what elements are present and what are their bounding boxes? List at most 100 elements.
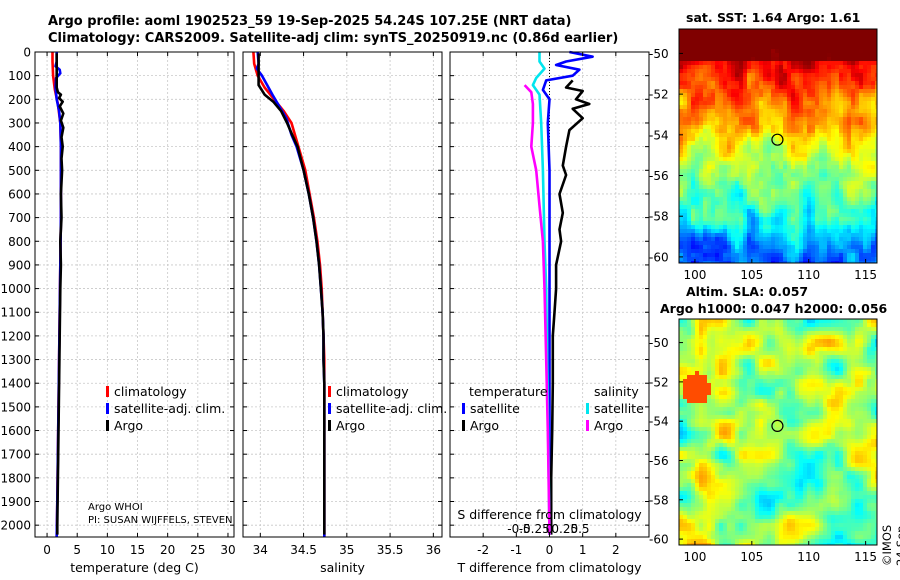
map-cell [875, 335, 877, 340]
map-cell [703, 335, 708, 340]
map-cell [863, 435, 868, 440]
x-tick-label: 1 [579, 543, 587, 557]
map-cell [687, 367, 692, 372]
map-cell [751, 141, 756, 146]
map-cell [715, 153, 720, 158]
map-cell [863, 403, 868, 408]
map-cell [859, 451, 864, 456]
map-cell [855, 65, 860, 70]
map-cell [819, 391, 824, 396]
map-cell [859, 423, 864, 428]
map-cell [699, 129, 704, 134]
map-cell [695, 65, 700, 70]
map-cell [679, 157, 684, 162]
map-cell [687, 93, 692, 98]
map-cell [683, 395, 688, 400]
map-cell [763, 343, 768, 348]
map-cell [707, 185, 712, 190]
map-cell [751, 61, 756, 66]
map-cell [711, 217, 716, 222]
map-cell [855, 49, 860, 54]
map-cell [831, 419, 836, 424]
map-cell [719, 339, 724, 344]
map-cell [747, 387, 752, 392]
map-cell [835, 113, 840, 118]
map-cell [719, 193, 724, 198]
map-cell [707, 407, 712, 412]
map-cell [691, 37, 696, 42]
map-cell [867, 97, 872, 102]
map-cell [727, 77, 732, 82]
map-cell [771, 331, 776, 336]
map-cell [719, 363, 724, 368]
map-cell [859, 181, 864, 186]
map-cell [707, 45, 712, 50]
map-cell [783, 335, 788, 340]
map-cell [759, 443, 764, 448]
map-cell [871, 33, 876, 38]
map-cell [679, 129, 684, 134]
map-cell [795, 57, 800, 62]
map-cell [847, 53, 852, 58]
map-cell [855, 197, 860, 202]
map-cell [679, 387, 684, 392]
map-cell [863, 395, 868, 400]
map-cell [831, 149, 836, 154]
map-cell [735, 81, 740, 86]
map-cell [763, 387, 768, 392]
map-cell [835, 419, 840, 424]
map-cell [695, 149, 700, 154]
map-cell [723, 335, 728, 340]
map-cell [719, 343, 724, 348]
map-cell [875, 411, 877, 416]
map-cell [787, 379, 792, 384]
map-cell [763, 161, 768, 166]
map-cell [703, 339, 708, 344]
map-cell [771, 73, 776, 78]
map-cell [859, 225, 864, 230]
map-cell [819, 431, 824, 436]
map-cell [747, 339, 752, 344]
map-cell [863, 443, 868, 448]
map-cell [723, 327, 728, 332]
map-cell [679, 137, 684, 142]
map-cell [839, 339, 844, 344]
map-cell [807, 319, 812, 324]
map-cell [735, 117, 740, 122]
map-cell [683, 61, 688, 66]
map-cell [827, 323, 832, 328]
map-cell [775, 149, 780, 154]
map-cell [703, 399, 708, 404]
map-cell [787, 181, 792, 186]
map-cell [799, 37, 804, 42]
map-cell [715, 177, 720, 182]
map-cell [867, 41, 872, 46]
map-cell [831, 257, 836, 262]
map-cell [691, 241, 696, 246]
map-cell [851, 97, 856, 102]
map-cell [835, 101, 840, 106]
map-cell [707, 201, 712, 206]
map-cell [815, 165, 820, 170]
map-cell [843, 383, 848, 388]
map-cell [699, 257, 704, 262]
map-cell [719, 403, 724, 408]
map-cell [751, 427, 756, 432]
map-cell [843, 49, 848, 54]
map-cell [811, 189, 816, 194]
map-cell [703, 351, 708, 356]
plot-frame [34, 51, 235, 538]
map-cell [787, 49, 792, 54]
map-cell [735, 29, 740, 34]
map-cell [847, 257, 852, 262]
map-cell [855, 165, 860, 170]
map-cell [715, 149, 720, 154]
map-cell [827, 113, 832, 118]
map-cell [755, 327, 760, 332]
map-cell [739, 257, 744, 262]
map-cell [815, 69, 820, 74]
map-cell [835, 193, 840, 198]
map-cell [775, 371, 780, 376]
map-cell [843, 121, 848, 126]
map-cell [827, 331, 832, 336]
